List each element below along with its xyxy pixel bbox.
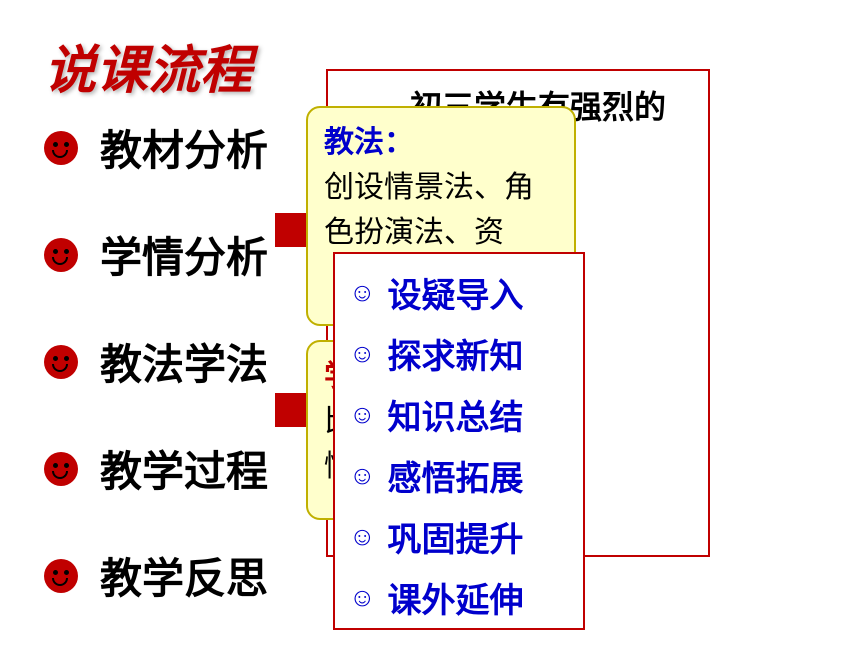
nav-label: 学情分析 bbox=[100, 224, 268, 285]
teaching-method-heading: 教法： bbox=[324, 126, 414, 159]
smiley-outline-icon: ☺ bbox=[349, 277, 376, 308]
process-step: ☺ 探求新知 bbox=[349, 329, 569, 378]
nav-label: 教材分析 bbox=[100, 117, 268, 178]
smiley-icon bbox=[44, 131, 78, 165]
step-label: 巩固提升 bbox=[388, 512, 524, 561]
nav-item-process[interactable]: 教学过程 bbox=[44, 438, 268, 499]
nav-item-textbook[interactable]: 教材分析 bbox=[44, 117, 268, 178]
process-step: ☺ 巩固提升 bbox=[349, 512, 569, 561]
step-label: 知识总结 bbox=[388, 390, 524, 439]
process-steps-card: ☺ 设疑导入 ☺ 探求新知 ☺ 知识总结 ☺ 感悟拓展 ☺ 巩固提升 ☺ 课外延… bbox=[333, 252, 585, 630]
nav-label: 教法学法 bbox=[100, 331, 268, 392]
smiley-icon bbox=[44, 345, 78, 379]
process-step: ☺ 知识总结 bbox=[349, 390, 569, 439]
process-step: ☺ 感悟拓展 bbox=[349, 451, 569, 500]
smiley-outline-icon: ☺ bbox=[349, 460, 376, 491]
smiley-icon bbox=[44, 238, 78, 272]
nav-item-reflection[interactable]: 教学反思 bbox=[44, 545, 268, 606]
page-title: 说课流程 bbox=[44, 28, 252, 103]
nav-item-method[interactable]: 教法学法 bbox=[44, 331, 268, 392]
nav-list: 教材分析 学情分析 教法学法 教学过程 教学反思 bbox=[44, 117, 268, 652]
nav-item-student[interactable]: 学情分析 bbox=[44, 224, 268, 285]
nav-label: 教学过程 bbox=[100, 438, 268, 499]
smiley-icon bbox=[44, 452, 78, 486]
step-label: 感悟拓展 bbox=[388, 451, 524, 500]
smiley-outline-icon: ☺ bbox=[349, 582, 376, 613]
smiley-icon bbox=[44, 559, 78, 593]
step-label: 课外延伸 bbox=[388, 573, 524, 622]
process-step: ☺ 设疑导入 bbox=[349, 268, 569, 317]
smiley-outline-icon: ☺ bbox=[349, 338, 376, 369]
smiley-outline-icon: ☺ bbox=[349, 399, 376, 430]
step-label: 设疑导入 bbox=[388, 268, 524, 317]
process-step: ☺ 课外延伸 bbox=[349, 573, 569, 622]
step-label: 探求新知 bbox=[388, 329, 524, 378]
smiley-outline-icon: ☺ bbox=[349, 521, 376, 552]
nav-label: 教学反思 bbox=[100, 545, 268, 606]
teaching-method-body: 创设情景法、角色扮演法、资 bbox=[324, 171, 534, 249]
